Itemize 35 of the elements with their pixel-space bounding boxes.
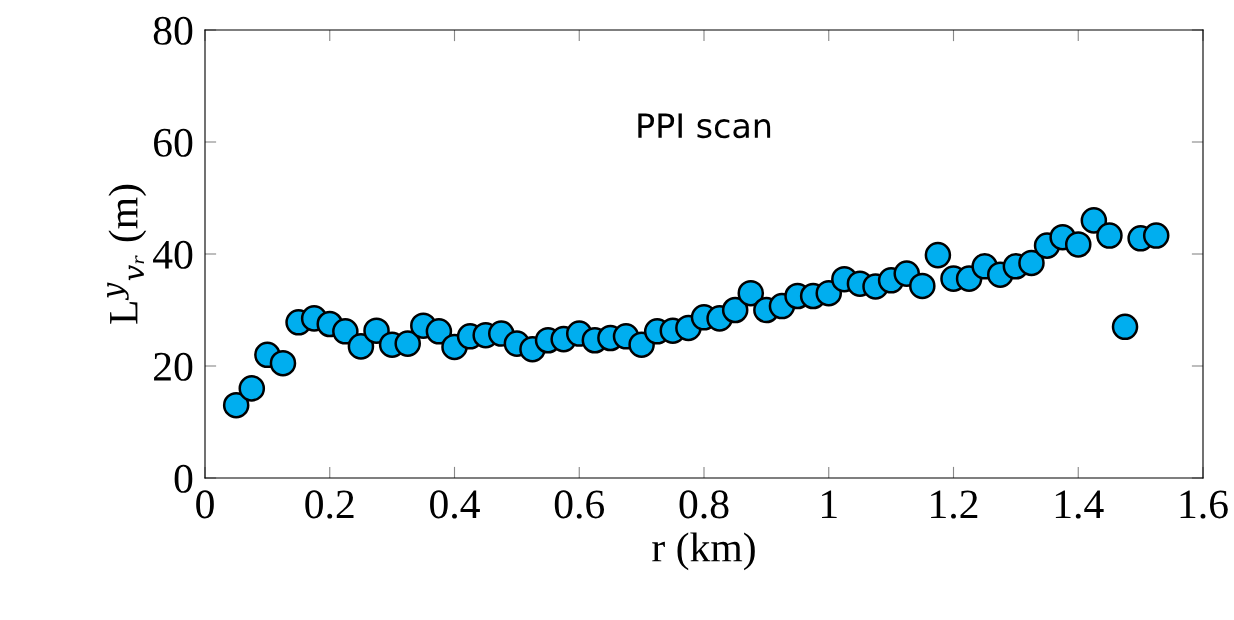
annotation: PPI scan — [638, 113, 771, 139]
point — [238, 375, 266, 402]
y-tick-label: 40 — [153, 240, 193, 269]
point — [1096, 222, 1123, 249]
point — [721, 296, 749, 324]
point — [909, 272, 936, 300]
y-tick-label: 20 — [154, 352, 193, 381]
x-tick-label: 0.2 — [305, 490, 354, 519]
y-tick-label: 80 — [153, 16, 193, 45]
x-tick-label: 1 — [822, 490, 837, 519]
x-tick-label: 0.6 — [554, 490, 605, 519]
x-tick-label: 0.8 — [679, 490, 729, 519]
point — [363, 317, 390, 344]
point — [269, 349, 297, 377]
point — [1142, 222, 1170, 249]
point — [1111, 313, 1139, 341]
point — [394, 330, 421, 357]
point — [1064, 231, 1092, 258]
x-tick-label: 0 — [196, 490, 214, 519]
y-tick-label: 0 — [174, 464, 193, 493]
y-tick-label: 60 — [154, 128, 193, 157]
point — [332, 318, 359, 345]
y-axis-title: L$^{y}$$_{vᵣ}$ (m) — [107, 184, 147, 324]
point — [1018, 249, 1045, 277]
x-tick-label: 1.6 — [1180, 490, 1228, 519]
point — [425, 318, 453, 345]
point — [924, 241, 952, 269]
point — [737, 279, 765, 307]
x-axis-title: r (km) — [652, 532, 755, 571]
x-tick-label: 1.2 — [931, 490, 978, 519]
x-tick-label: 1.4 — [1055, 490, 1104, 519]
point — [222, 391, 250, 419]
x-tick-label: 0.4 — [430, 490, 480, 519]
point — [1080, 207, 1108, 234]
point — [347, 333, 375, 360]
